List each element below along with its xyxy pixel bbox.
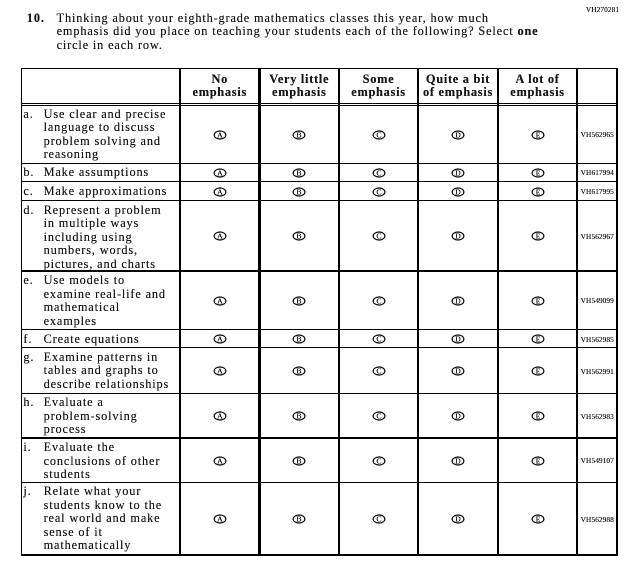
svg-text:B: B [297, 187, 302, 196]
svg-text:C: C [376, 169, 381, 178]
svg-text:D: D [455, 335, 461, 344]
svg-text:E: E [535, 130, 540, 139]
svg-text:B: B [297, 335, 302, 344]
svg-text:B: B [297, 515, 302, 524]
svg-text:D: D [455, 187, 461, 196]
svg-text:A: A [217, 297, 223, 306]
svg-text:E: E [535, 456, 540, 465]
svg-text:E: E [535, 367, 540, 376]
svg-text:C: C [376, 335, 381, 344]
svg-text:E: E [535, 412, 540, 421]
svg-text:C: C [376, 232, 381, 241]
svg-text:A: A [217, 456, 223, 465]
svg-text:C: C [376, 367, 381, 376]
svg-text:B: B [297, 456, 302, 465]
svg-text:A: A [217, 130, 223, 139]
svg-text:C: C [376, 412, 381, 421]
svg-text:B: B [297, 412, 302, 421]
svg-text:D: D [455, 130, 461, 139]
svg-text:D: D [455, 515, 461, 524]
svg-text:B: B [297, 169, 302, 178]
svg-text:B: B [297, 232, 302, 241]
svg-text:E: E [535, 297, 540, 306]
svg-text:A: A [217, 335, 223, 344]
svg-text:C: C [376, 130, 381, 139]
svg-text:A: A [217, 169, 223, 178]
svg-text:A: A [217, 412, 223, 421]
svg-text:D: D [455, 412, 461, 421]
svg-text:E: E [535, 515, 540, 524]
svg-text:A: A [217, 232, 223, 241]
svg-text:C: C [376, 297, 381, 306]
svg-text:C: C [376, 456, 381, 465]
svg-text:D: D [455, 169, 461, 178]
svg-text:D: D [455, 367, 461, 376]
svg-text:B: B [297, 130, 302, 139]
svg-text:E: E [535, 335, 540, 344]
svg-text:C: C [376, 187, 381, 196]
svg-text:B: B [297, 367, 302, 376]
svg-text:B: B [297, 297, 302, 306]
svg-text:E: E [535, 187, 540, 196]
svg-text:A: A [217, 367, 223, 376]
svg-text:D: D [455, 232, 461, 241]
svg-text:E: E [535, 232, 540, 241]
svg-text:A: A [217, 187, 223, 196]
svg-text:E: E [535, 169, 540, 178]
svg-text:D: D [455, 297, 461, 306]
svg-text:A: A [217, 515, 223, 524]
svg-text:D: D [455, 456, 461, 465]
svg-text:C: C [376, 515, 381, 524]
